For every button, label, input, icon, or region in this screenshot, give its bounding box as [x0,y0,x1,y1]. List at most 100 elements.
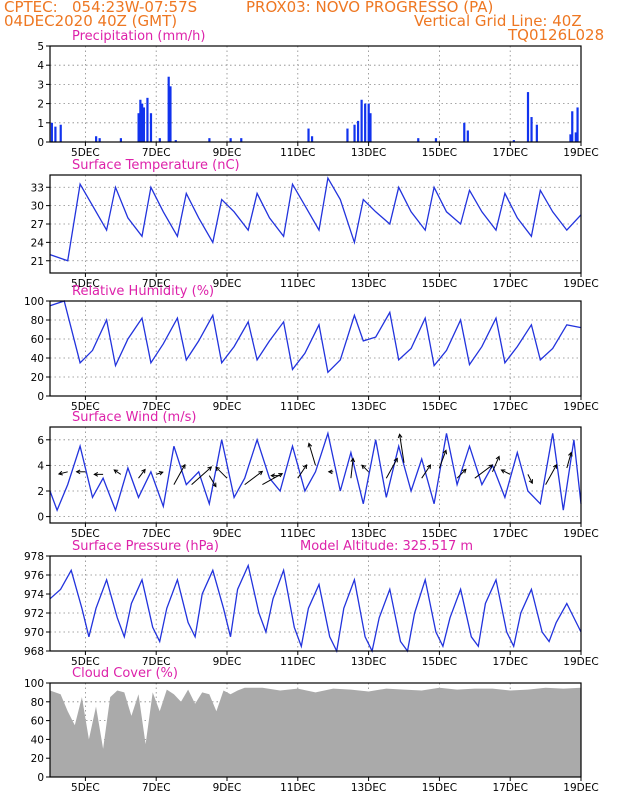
wind-vector-head [307,442,313,448]
y-tick-label: 60 [31,716,44,728]
y-tick-label: 100 [24,678,44,690]
y-tick-label: 33 [31,182,44,194]
panel-title: Precipitation (mm/h) [72,29,205,44]
y-tick-label: 80 [31,315,44,327]
wind-vector [438,450,447,469]
precip-bar [571,111,574,142]
x-tick-label: 19DEC [563,278,598,290]
x-tick-label: 5DEC [71,528,100,540]
x-tick-label: 7DEC [142,278,171,290]
series-line [49,176,582,262]
panel-6: 0 20 40 60 80 100 5DEC 7DEC 9DEC 11DEC 13DEC 15DEC 1… [24,666,599,794]
precip-bar [367,103,370,142]
precip-bar [137,113,140,142]
precip-bar [369,113,372,142]
x-tick-label: 17DEC [492,656,527,668]
series-line [49,563,582,654]
wind-vector [138,469,146,479]
wind-vector-head [495,455,500,461]
precip-bar [466,130,469,142]
precip-bar [208,138,211,142]
wind-vector [208,475,217,487]
x-tick-label: 7DEC [142,528,171,540]
x-tick-label: 9DEC [213,656,242,668]
panel-1: 0 1 2 3 4 5 5DEC 7DEC 9DEC 11DEC 13DEC 15DEC 17DEC 19… [37,29,598,159]
wind-vector-head [93,472,99,477]
precip-bar [574,132,577,142]
x-tick-label: 5DEC [71,782,100,794]
x-tick-label: 17DEC [492,528,527,540]
x-tick-label: 17DEC [492,278,527,290]
y-tick-label: 968 [24,646,44,658]
wind-vector [308,443,316,466]
precip-bar [149,113,153,142]
header-line2-left: 04DEC2020 40Z (GMT) [4,12,178,30]
x-tick-label: 11DEC [280,528,315,540]
wind-vector-head [568,451,573,457]
precip-bar [169,86,172,142]
precip-bar [463,122,466,142]
y-tick-label: 40 [31,353,44,365]
x-tick-label: 5DEC [71,147,100,159]
panel-title: Cloud Cover (%) [72,666,178,681]
precip-bar [174,140,177,142]
cloud-area [50,687,581,777]
x-tick-label: 13DEC [351,401,386,413]
wind-vector [545,464,558,485]
precip-bar [417,138,420,142]
precip-bar [59,124,62,142]
precip-bar [356,120,360,142]
precip-bar [139,99,142,142]
y-tick-label: 2 [37,486,44,498]
wind-vector-head [426,464,432,470]
wind-vector-head [75,469,81,475]
x-tick-label: 17DEC [492,147,527,159]
x-tick-label: 13DEC [351,656,386,668]
panel-frame [49,174,582,274]
x-tick-label: 13DEC [351,147,386,159]
series-line [49,430,582,513]
precip-bar [141,103,144,142]
wind-vector [297,464,308,479]
wind-vector-head [397,433,403,439]
panel-frame [49,45,582,143]
precip-bar [240,138,243,142]
y-tick-label: 3 [37,79,44,91]
header-line1-right: PROX03: NOVO PROGRESSO (PA) [246,0,494,16]
wind-vector-head [212,482,217,488]
x-tick-label: 15DEC [422,147,457,159]
precip-bar [360,99,363,142]
y-tick-label: 20 [31,372,44,384]
x-tick-label: 11DEC [280,656,315,668]
wind-vector [421,464,431,479]
precip-bar [158,138,161,142]
precip-bar [569,134,572,142]
x-tick-label: 13DEC [351,528,386,540]
y-tick-label: 4 [37,60,44,72]
wind-vector [173,464,186,485]
precip-bar [229,138,232,142]
wind-vector [399,434,405,463]
x-tick-label: 9DEC [213,147,242,159]
precip-bar [535,124,538,142]
x-tick-label: 15DEC [422,528,457,540]
wind-vector-head [442,449,448,455]
precip-bar [167,76,170,142]
y-tick-label: 4 [37,460,44,472]
wind-vector [501,469,511,475]
panel-4: 0 2 4 6 5DEC 7DEC 9DEC 11DEC 13DEC 15DEC 17DEC 19DE… [37,410,598,540]
wind-vector-head [302,464,308,470]
x-tick-label: 19DEC [563,401,598,413]
wind-vector [244,470,263,486]
panel-title: Surface Temperature (nC) [72,158,240,173]
precip-bar [346,128,349,142]
wind-vector-head [528,479,533,485]
wind-vector-head [113,469,119,474]
x-tick-label: 7DEC [142,147,171,159]
x-tick-label: 19DEC [563,656,598,668]
x-tick-label: 17DEC [492,401,527,413]
y-tick-label: 24 [31,237,45,249]
x-tick-label: 19DEC [563,147,598,159]
wind-vector [156,471,163,475]
x-tick-label: 15DEC [422,401,457,413]
